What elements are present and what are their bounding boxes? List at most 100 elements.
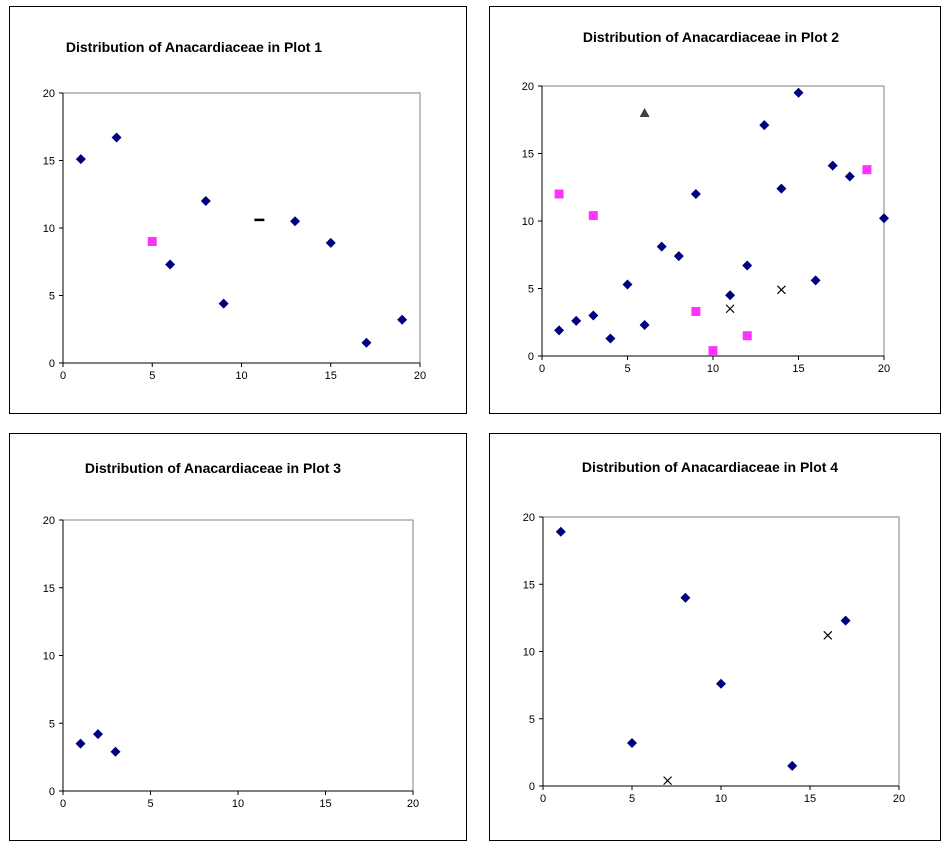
x-tick-label: 20: [893, 793, 905, 805]
point-diamond: [93, 729, 103, 740]
chart-panel-plot-3: Distribution of Anacardiaceae in Plot 3 …: [9, 433, 467, 841]
point-diamond: [680, 592, 691, 603]
x-tick-label: 0: [539, 363, 545, 375]
plot-area: 0 5 10 15 20 0 5 10 15 20: [523, 512, 905, 805]
point-square: [708, 346, 718, 356]
point-diamond: [716, 678, 726, 689]
point-square: [147, 237, 157, 246]
y-tick-label: 0: [529, 781, 535, 793]
point-diamond: [879, 213, 889, 224]
point-diamond: [605, 333, 616, 344]
point-square: [742, 331, 752, 341]
chart-plot-2: Distribution of Anacardiaceae in Plot 2 …: [522, 29, 890, 375]
point-cross: [725, 304, 735, 314]
x-tick-label: 0: [60, 798, 66, 810]
point-diamond: [571, 315, 582, 326]
y-tick-label: 15: [43, 583, 55, 595]
point-diamond: [776, 183, 787, 194]
y-tick-label: 5: [49, 291, 55, 303]
y-tick-label: 5: [528, 284, 534, 296]
point-square: [588, 211, 598, 221]
point-diamond: [627, 737, 637, 748]
y-tick-label: 10: [43, 651, 55, 663]
point-diamond: [290, 216, 301, 227]
point-diamond: [690, 189, 701, 199]
point-cross: [776, 285, 786, 295]
x-tick-label: 15: [804, 793, 816, 805]
point-diamond: [742, 260, 753, 271]
x-tick-label: 15: [325, 370, 337, 382]
chart-panel-plot-2: Distribution of Anacardiaceae in Plot 2 …: [489, 6, 941, 414]
point-diamond: [218, 298, 229, 309]
point-diamond: [200, 196, 211, 206]
point-diamond: [555, 526, 566, 537]
y-tick-label: 20: [523, 512, 535, 524]
chart-title: Distribution of Anacardiaceae in Plot 4: [582, 459, 838, 475]
y-tick-label: 10: [522, 216, 534, 228]
point-diamond: [844, 171, 855, 182]
point-diamond: [75, 738, 86, 749]
x-tick-label: 20: [414, 370, 426, 382]
plot-area: 0 5 10 15 20 0 5 10 15 20: [522, 81, 890, 375]
x-tick-label: 5: [624, 363, 630, 375]
chart-plot-1: Distribution of Anacardiaceae in Plot 1 …: [43, 39, 426, 382]
x-tick-label: 5: [149, 370, 155, 382]
y-tick-label: 15: [43, 156, 55, 168]
y-tick-label: 5: [529, 714, 535, 726]
point-diamond: [673, 251, 684, 262]
y-tick-label: 20: [522, 81, 534, 93]
y-tick-label: 20: [43, 88, 55, 100]
point-diamond: [759, 120, 770, 131]
point-diamond: [840, 615, 851, 626]
point-square: [862, 165, 872, 175]
chart-plot-3: Distribution of Anacardiaceae in Plot 3 …: [43, 460, 419, 810]
x-tick-label: 0: [60, 370, 66, 382]
point-diamond: [361, 337, 372, 348]
y-tick-label: 0: [49, 786, 55, 798]
y-tick-label: 20: [43, 515, 55, 527]
point-diamond: [111, 132, 122, 143]
point-diamond: [787, 760, 798, 771]
y-tick-label: 10: [523, 647, 535, 659]
plot-frame: [542, 516, 900, 787]
x-tick-label: 5: [629, 793, 635, 805]
y-tick-label: 5: [49, 718, 55, 730]
point-diamond: [325, 237, 336, 248]
point-diamond: [639, 319, 650, 330]
x-tick-label: 5: [147, 798, 153, 810]
point-square: [691, 306, 701, 316]
chart-panel-plot-1: Distribution of Anacardiaceae in Plot 1 …: [9, 6, 467, 414]
point-diamond: [165, 259, 176, 270]
point-diamond: [588, 310, 599, 321]
y-tick-label: 15: [523, 579, 535, 591]
point-diamond: [793, 87, 804, 98]
x-tick-label: 10: [715, 793, 727, 805]
y-tick-label: 10: [43, 223, 55, 235]
point-diamond: [554, 325, 565, 336]
y-tick-label: 15: [522, 149, 534, 161]
x-tick-label: 15: [319, 798, 331, 810]
chart-title: Distribution of Anacardiaceae in Plot 3: [85, 460, 341, 476]
x-tick-label: 20: [878, 363, 890, 375]
chart-title: Distribution of Anacardiaceae in Plot 2: [583, 29, 839, 45]
chart-panel-plot-4: Distribution of Anacardiaceae in Plot 4 …: [489, 433, 941, 841]
y-tick-label: 0: [49, 358, 55, 370]
x-tick-label: 15: [792, 363, 804, 375]
point-triangle: [639, 108, 650, 117]
x-tick-label: 20: [407, 798, 419, 810]
point-square: [554, 189, 564, 199]
point-diamond: [75, 154, 86, 165]
point-diamond: [397, 314, 408, 325]
point-cross: [663, 776, 673, 786]
point-diamond: [656, 241, 667, 252]
point-diamond: [110, 746, 121, 757]
x-tick-label: 10: [707, 363, 719, 375]
y-tick-label: 0: [528, 351, 534, 363]
plot-area: 0 5 10 15 20 0 5 10 15 20: [43, 515, 419, 810]
point-cross: [823, 630, 833, 640]
point-diamond: [622, 279, 633, 290]
point-diamond: [810, 275, 821, 286]
point-diamond: [827, 160, 838, 171]
chart-plot-4: Distribution of Anacardiaceae in Plot 4 …: [523, 459, 905, 805]
x-tick-label: 10: [232, 798, 244, 810]
